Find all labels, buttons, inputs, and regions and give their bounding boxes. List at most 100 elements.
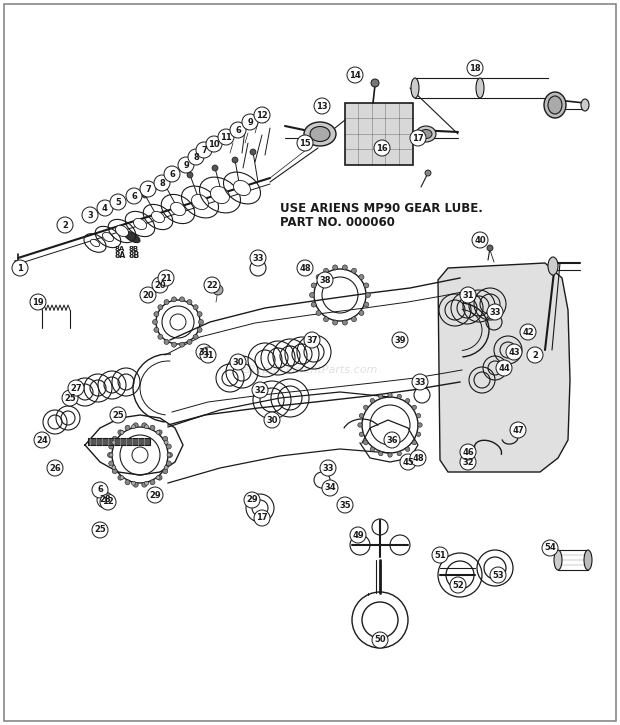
Circle shape [197, 312, 202, 317]
Circle shape [352, 317, 356, 322]
Text: 13: 13 [316, 102, 328, 110]
Text: 8A: 8A [115, 246, 125, 252]
Text: 11: 11 [220, 133, 232, 141]
Circle shape [333, 320, 338, 325]
Circle shape [363, 405, 368, 410]
Circle shape [412, 374, 428, 390]
Polygon shape [438, 263, 570, 472]
Circle shape [164, 339, 169, 344]
Circle shape [180, 297, 185, 302]
Circle shape [206, 136, 222, 152]
Text: 8B: 8B [129, 246, 139, 252]
Text: 9: 9 [247, 117, 253, 126]
Circle shape [388, 453, 392, 457]
Text: 29: 29 [149, 491, 161, 500]
Circle shape [333, 265, 338, 270]
Circle shape [212, 165, 218, 171]
Circle shape [467, 60, 483, 76]
Circle shape [62, 390, 78, 406]
Text: 17: 17 [412, 133, 424, 143]
Circle shape [410, 450, 426, 466]
Circle shape [120, 431, 124, 434]
Text: 35: 35 [339, 500, 351, 510]
Text: 51: 51 [434, 550, 446, 560]
Circle shape [337, 497, 353, 513]
Text: 1: 1 [17, 263, 23, 273]
Text: 19: 19 [32, 297, 44, 307]
Circle shape [450, 577, 466, 593]
Circle shape [304, 332, 320, 348]
Circle shape [254, 107, 270, 123]
Circle shape [131, 425, 136, 428]
Circle shape [316, 275, 321, 280]
Ellipse shape [310, 126, 330, 141]
Ellipse shape [234, 181, 250, 196]
Circle shape [112, 465, 116, 470]
Text: 32: 32 [462, 457, 474, 466]
Text: 5: 5 [115, 197, 121, 207]
Circle shape [311, 283, 316, 288]
Circle shape [460, 444, 476, 460]
Circle shape [359, 413, 364, 418]
Circle shape [252, 382, 268, 398]
Text: 32: 32 [254, 386, 266, 394]
Text: 16: 16 [376, 144, 388, 152]
Text: 34: 34 [324, 484, 336, 492]
Circle shape [425, 170, 431, 176]
Ellipse shape [304, 122, 336, 146]
Circle shape [57, 217, 73, 233]
Circle shape [309, 292, 314, 297]
Text: 12: 12 [102, 497, 114, 507]
Text: 42: 42 [522, 328, 534, 336]
Ellipse shape [581, 99, 589, 111]
Circle shape [150, 425, 155, 430]
Text: 52: 52 [452, 581, 464, 589]
Ellipse shape [411, 78, 419, 98]
Circle shape [162, 436, 168, 442]
Circle shape [324, 317, 329, 322]
Text: 6: 6 [235, 125, 241, 135]
Text: 27: 27 [70, 384, 82, 392]
Circle shape [92, 522, 108, 538]
Circle shape [133, 482, 138, 487]
Circle shape [322, 480, 338, 496]
Circle shape [167, 453, 171, 457]
Circle shape [144, 481, 148, 485]
Circle shape [110, 407, 126, 423]
Text: 26: 26 [49, 463, 61, 473]
Circle shape [166, 444, 171, 449]
Circle shape [97, 200, 113, 216]
Circle shape [311, 302, 316, 307]
Circle shape [164, 299, 169, 304]
Circle shape [164, 166, 180, 182]
Text: 30: 30 [266, 415, 278, 425]
Circle shape [412, 405, 417, 410]
Ellipse shape [416, 126, 436, 142]
Circle shape [162, 182, 168, 188]
Circle shape [250, 250, 266, 266]
Ellipse shape [192, 194, 208, 210]
Circle shape [154, 328, 159, 332]
Text: 31: 31 [198, 347, 210, 357]
Circle shape [264, 412, 280, 428]
Circle shape [200, 347, 216, 363]
Circle shape [472, 232, 488, 248]
Text: 50: 50 [374, 636, 386, 645]
Circle shape [125, 480, 130, 485]
Circle shape [432, 547, 448, 563]
Text: 33: 33 [414, 378, 426, 386]
Circle shape [172, 342, 177, 347]
Circle shape [397, 394, 402, 399]
Text: USE ARIENS MP90 GEAR LUBE.: USE ARIENS MP90 GEAR LUBE. [280, 202, 483, 215]
Text: 3: 3 [87, 210, 93, 220]
Circle shape [109, 453, 113, 457]
Ellipse shape [548, 257, 558, 275]
Circle shape [108, 461, 113, 466]
Circle shape [140, 181, 156, 197]
Circle shape [363, 440, 368, 445]
Circle shape [520, 324, 536, 340]
Circle shape [359, 310, 364, 315]
Circle shape [162, 469, 168, 473]
Circle shape [118, 475, 123, 480]
Text: 9: 9 [183, 160, 189, 170]
